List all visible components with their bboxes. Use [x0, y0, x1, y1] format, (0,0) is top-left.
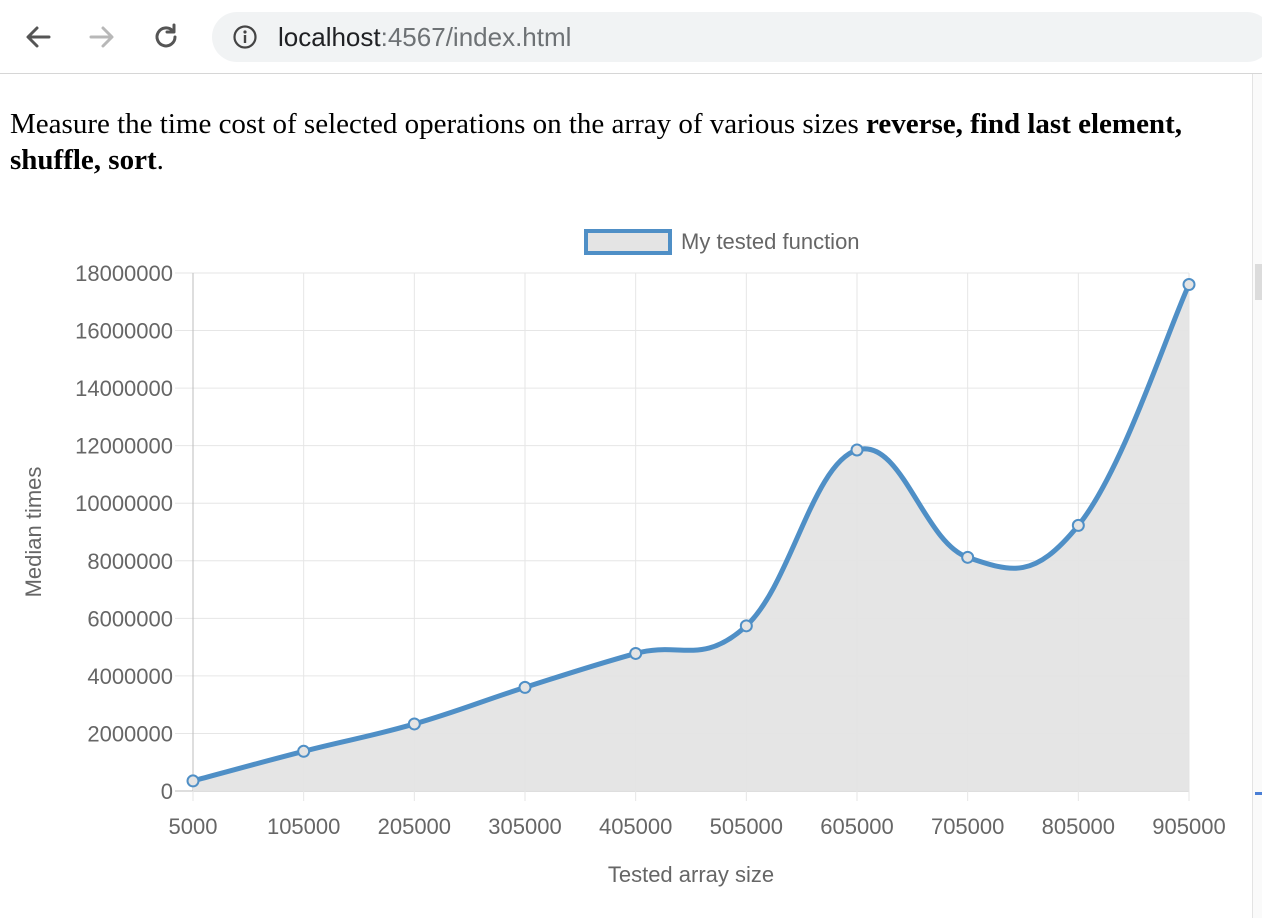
x-tick-label: 905000 — [1152, 814, 1225, 839]
url-text[interactable]: localhost:4567/index.html — [278, 21, 571, 53]
intro-text: Measure the time cost of selected operat… — [10, 108, 867, 140]
x-tick-label: 705000 — [931, 814, 1004, 839]
y-axis-title: Median times — [21, 467, 46, 598]
scrollbar-thumb[interactable] — [1255, 264, 1262, 300]
data-point[interactable] — [186, 774, 200, 788]
y-tick-label: 14000000 — [75, 376, 173, 401]
x-tick-label: 505000 — [710, 814, 783, 839]
line-chart: 0 2000000 4000000 6000000 8000000 10000000 120… — [21, 229, 1226, 887]
legend-swatch[interactable] — [584, 229, 672, 255]
data-point[interactable] — [407, 717, 421, 731]
y-tick-label: 18000000 — [75, 261, 173, 286]
intro-period: . — [156, 144, 164, 176]
back-button[interactable] — [18, 17, 58, 57]
url-path: :4567/index.html — [380, 22, 572, 52]
url-host: localhost — [278, 22, 381, 52]
data-point[interactable] — [850, 443, 864, 457]
intro-bold-operations: reverse, find last element, shuffle, sor… — [10, 108, 1182, 176]
x-tick-label: 105000 — [267, 814, 340, 839]
info-icon[interactable] — [232, 24, 258, 50]
chart-container: 0 2000000 4000000 6000000 8000000 10000000 120… — [0, 215, 1250, 915]
y-tick-label: 10000000 — [75, 491, 173, 516]
data-point[interactable] — [1071, 518, 1085, 532]
data-point[interactable] — [1182, 278, 1196, 292]
page-scrollbar[interactable] — [1252, 74, 1262, 918]
browser-toolbar: localhost:4567/index.html — [0, 0, 1262, 74]
forward-button[interactable] — [82, 17, 122, 57]
forward-arrow-icon — [89, 26, 114, 48]
series-area-fill — [193, 284, 1189, 791]
y-tick-label: 8000000 — [87, 549, 173, 574]
x-tick-label: 405000 — [599, 814, 672, 839]
y-tick-label: 16000000 — [75, 319, 173, 344]
legend-label: My tested function — [681, 229, 860, 254]
data-point[interactable] — [518, 680, 532, 694]
x-tick-label: 805000 — [1042, 814, 1115, 839]
address-bar[interactable]: localhost:4567/index.html — [212, 12, 1262, 62]
data-point[interactable] — [739, 619, 753, 633]
intro-paragraph: Measure the time cost of selected operat… — [10, 106, 1240, 178]
y-tick-label: 4000000 — [87, 664, 173, 689]
reload-icon — [155, 23, 177, 48]
y-tick-label: 12000000 — [75, 434, 173, 459]
x-tick-label: 605000 — [820, 814, 893, 839]
x-axis-title: Tested array size — [608, 862, 774, 887]
back-arrow-icon — [26, 26, 51, 48]
data-point[interactable] — [297, 744, 311, 758]
y-tick-label: 0 — [161, 779, 173, 804]
y-tick-label: 2000000 — [87, 721, 173, 746]
y-tick-label: 6000000 — [87, 606, 173, 631]
data-point[interactable] — [961, 550, 975, 564]
x-tick-label: 305000 — [488, 814, 561, 839]
x-tick-label: 5000 — [169, 814, 218, 839]
data-point[interactable] — [629, 646, 643, 660]
scrollbar-marker — [1255, 792, 1262, 795]
x-tick-label: 205000 — [378, 814, 451, 839]
reload-button[interactable] — [146, 17, 186, 57]
